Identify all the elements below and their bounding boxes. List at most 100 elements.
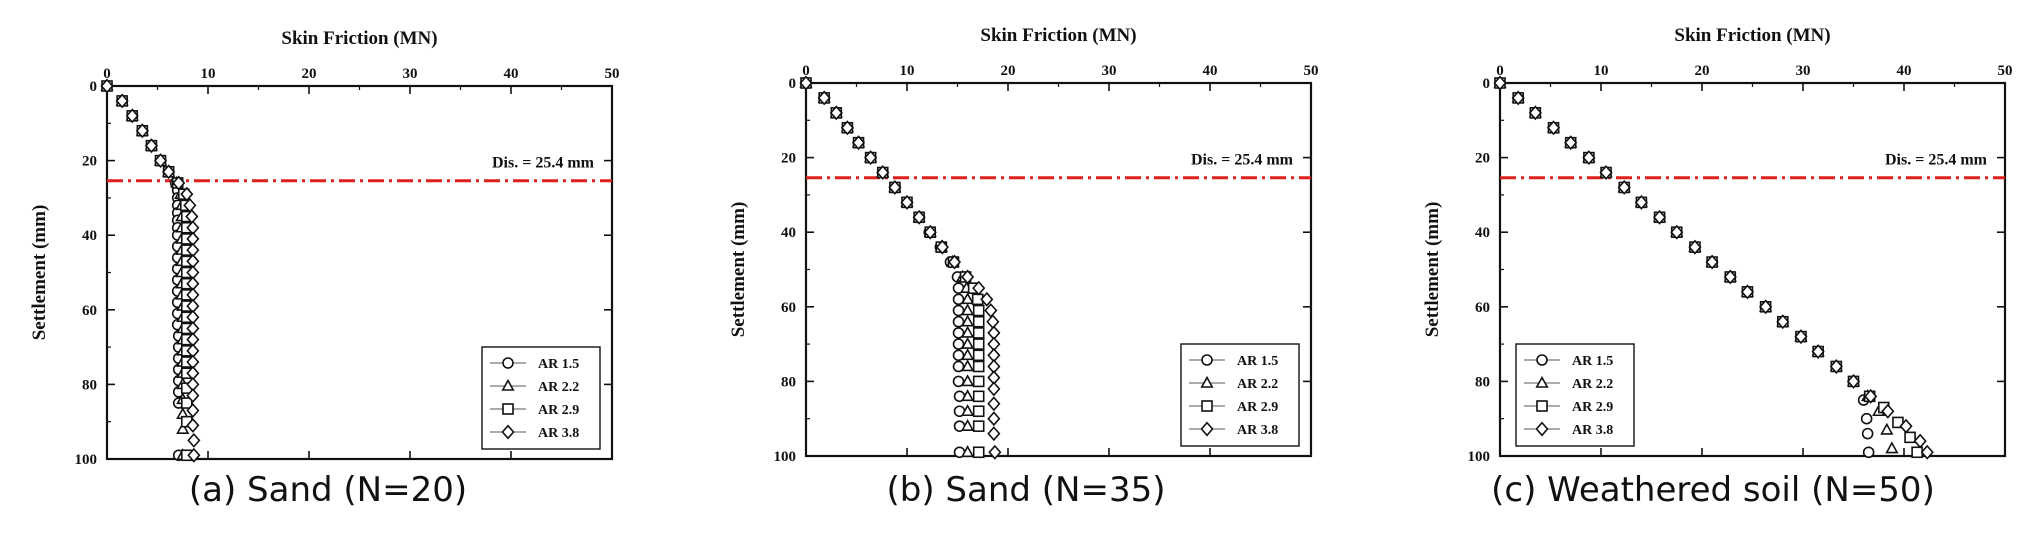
point-c-3-9 <box>1653 209 1667 225</box>
series-b-1 <box>799 75 975 458</box>
x-tick-label-c-4: 40 <box>1897 63 1912 79</box>
point-b-0-22 <box>952 375 965 388</box>
point-b-2-26 <box>972 446 985 459</box>
legend-marker-b-0 <box>1201 354 1213 366</box>
point-b-3-27 <box>988 444 1002 460</box>
legend-marker-a-0 <box>502 357 514 369</box>
point-a-3-7 <box>172 175 186 191</box>
point-b-3-5 <box>864 150 878 166</box>
point-b-1-20 <box>960 348 975 361</box>
point-a-3-2 <box>125 108 139 124</box>
x-tick-label-c-2: 20 <box>1695 63 1710 79</box>
point-a-3-28 <box>186 417 200 433</box>
point-c-3-14 <box>1740 284 1755 300</box>
point-b-2-23 <box>972 390 985 403</box>
point-c-0-23 <box>1861 427 1874 440</box>
point-a-3-1 <box>115 93 129 109</box>
y-axis-title-b: Settlement (mm) <box>728 202 749 338</box>
point-b-1-22 <box>960 374 975 387</box>
y-tick-label-c-0: 0 <box>1483 76 1491 92</box>
legend-marker-b-2 <box>1201 400 1213 412</box>
point-c-3-25 <box>1920 444 1934 460</box>
point-c-3-17 <box>1794 329 1808 345</box>
point-b-3-23 <box>987 381 1001 397</box>
legend-label-b-2: AR 2.9 <box>1237 400 1278 415</box>
point-b-2-18 <box>972 327 985 339</box>
x-axis-title-b: Skin Friction (MN) <box>980 25 1136 46</box>
point-a-1-28 <box>176 422 190 434</box>
point-a-3-30 <box>187 447 201 463</box>
y-tick-label-c-5: 100 <box>1468 449 1491 465</box>
y-tick-label-c-3: 60 <box>1475 300 1490 316</box>
point-b-1-24 <box>960 404 975 417</box>
point-c-3-3 <box>1546 120 1561 136</box>
x-tick-label-b-1: 10 <box>900 63 915 79</box>
point-b-0-16 <box>952 304 965 317</box>
x-tick-label-a-4: 40 <box>504 66 519 82</box>
point-c-3-20 <box>1846 373 1861 389</box>
legend-marker-b-3 <box>1200 421 1214 437</box>
y-tick-label-a-5: 100 <box>75 452 98 468</box>
point-b-3-14 <box>972 280 986 296</box>
x-tick-label-c-0: 0 <box>1496 63 1504 79</box>
y-tick-label-a-4: 80 <box>82 377 97 393</box>
y-tick-label-b-1: 20 <box>781 151 796 167</box>
point-c-3-7 <box>1617 179 1631 195</box>
y-tick-label-a-2: 40 <box>82 228 97 244</box>
point-c-3-2 <box>1528 105 1542 121</box>
x-tick-label-a-1: 10 <box>201 66 216 82</box>
legend-label-a-2: AR 2.9 <box>538 403 579 418</box>
point-b-0-20 <box>952 349 965 362</box>
point-b-2-20 <box>972 349 985 362</box>
y-tick-label-a-0: 0 <box>90 79 98 95</box>
point-a-3-29 <box>187 432 201 448</box>
legend-label-c-1: AR 2.2 <box>1572 377 1613 392</box>
point-b-2-24 <box>972 405 985 418</box>
series-a-0 <box>101 80 185 462</box>
x-axis-title-a: Skin Friction (MN) <box>281 28 437 49</box>
point-b-3-11 <box>935 239 949 255</box>
point-b-3-3 <box>840 120 854 136</box>
legend-label-b-1: AR 2.2 <box>1237 377 1278 392</box>
point-b-0-21 <box>952 360 965 373</box>
y-axis-title-a: Settlement (mm) <box>29 205 50 341</box>
reference-line-label-b: Dis. = 25.4 mm <box>1191 152 1294 169</box>
x-tick-label-b-3: 30 <box>1102 63 1117 79</box>
x-tick-label-a-3: 30 <box>403 66 418 82</box>
series-c-3 <box>1493 75 1934 460</box>
legend-label-b-3: AR 3.8 <box>1237 423 1278 438</box>
legend-label-c-3: AR 3.8 <box>1572 423 1613 438</box>
chart-caption-b: (b) Sand (N=35) <box>886 470 1166 510</box>
point-c-3-19 <box>1829 359 1843 374</box>
point-b-3-9 <box>912 209 926 225</box>
point-c-3-4 <box>1564 135 1578 151</box>
point-b-3-12 <box>947 254 962 270</box>
point-a-3-6 <box>162 164 176 180</box>
legend-label-a-0: AR 1.5 <box>538 357 579 372</box>
point-b-3-15 <box>980 291 994 307</box>
point-b-3-0 <box>799 75 813 91</box>
point-c-3-15 <box>1759 299 1773 315</box>
y-tick-label-c-4: 80 <box>1475 374 1490 390</box>
y-tick-label-b-2: 40 <box>781 225 796 241</box>
legend-marker-b-1 <box>1200 375 1214 388</box>
point-b-3-17 <box>986 314 1000 330</box>
point-b-1-16 <box>960 303 975 316</box>
point-a-3-5 <box>153 153 168 169</box>
x-tick-label-b-2: 20 <box>1001 63 1016 79</box>
x-tick-label-a-5: 50 <box>605 66 620 82</box>
point-c-2-25 <box>1911 446 1923 459</box>
point-b-0-19 <box>952 338 965 350</box>
x-tick-label-a-2: 20 <box>302 66 317 82</box>
legend-marker-c-0 <box>1536 354 1548 366</box>
point-b-1-19 <box>960 336 975 349</box>
chart-caption-c: (c) Weathered soil (N=50) <box>1491 470 1935 510</box>
point-b-3-26 <box>987 426 1001 442</box>
x-tick-label-b-0: 0 <box>802 63 810 79</box>
series-b-0 <box>800 77 966 459</box>
point-b-2-16 <box>972 304 985 317</box>
point-a-3-27 <box>186 403 200 418</box>
point-c-3-13 <box>1723 269 1737 285</box>
point-c-3-18 <box>1811 344 1825 360</box>
point-b-1-23 <box>960 389 975 402</box>
